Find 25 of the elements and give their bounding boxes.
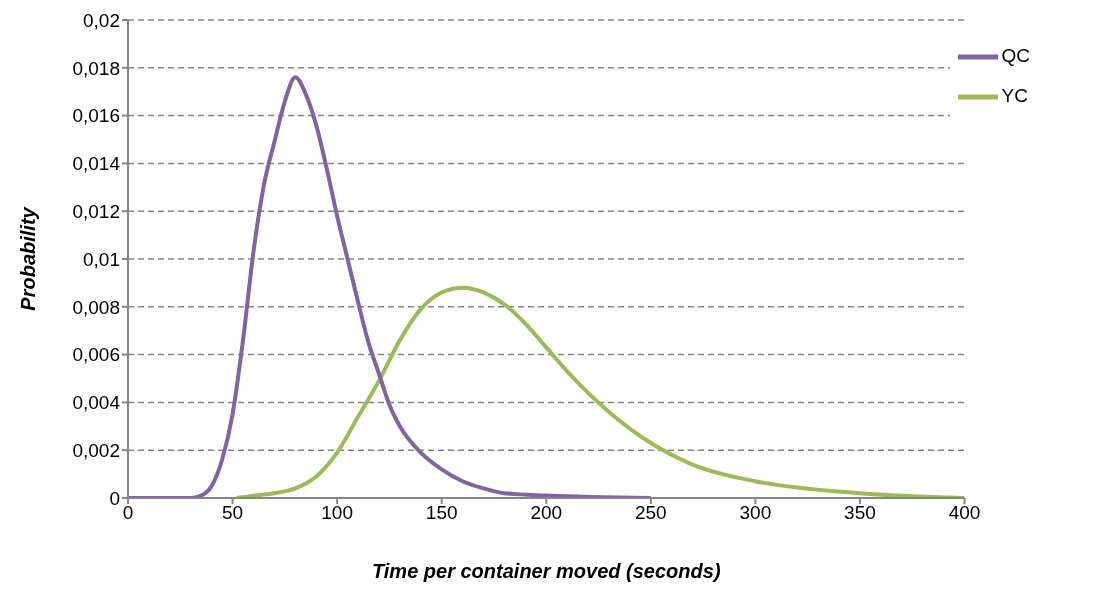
x-tick-label: 150 bbox=[425, 502, 458, 524]
y-tick-label: 0,02 bbox=[83, 9, 120, 31]
line-series bbox=[128, 75, 653, 498]
x-tick-label: 50 bbox=[221, 502, 244, 524]
y-tick-label: 0 bbox=[109, 487, 120, 509]
x-tick-label: 100 bbox=[321, 502, 353, 524]
x-tick-label: 250 bbox=[634, 502, 667, 524]
y-tick-label: 0,014 bbox=[72, 153, 121, 175]
y-tick-label: 0,008 bbox=[72, 296, 120, 318]
y-tick-label: 0,002 bbox=[72, 439, 120, 461]
y-tick-label: 0,004 bbox=[72, 392, 121, 414]
x-tick-label: 400 bbox=[948, 502, 981, 524]
y-tick-label: 0,006 bbox=[72, 344, 120, 366]
x-tick-label: 300 bbox=[739, 502, 772, 524]
y-tick-label: 0,012 bbox=[72, 200, 120, 222]
y-tick-label: 0,01 bbox=[83, 248, 120, 270]
x-tick-label: 350 bbox=[844, 502, 876, 524]
legend-label: QC bbox=[1001, 45, 1030, 67]
y-axis-title: Probability bbox=[17, 206, 40, 311]
y-tick-label: 0,016 bbox=[72, 105, 120, 127]
legend-label: YC bbox=[1001, 85, 1028, 107]
y-tick-label: 0,018 bbox=[72, 57, 120, 79]
line-series bbox=[234, 285, 965, 498]
x-tick-label: 200 bbox=[530, 502, 563, 524]
x-axis-title: Time per container moved (seconds) bbox=[371, 560, 721, 582]
